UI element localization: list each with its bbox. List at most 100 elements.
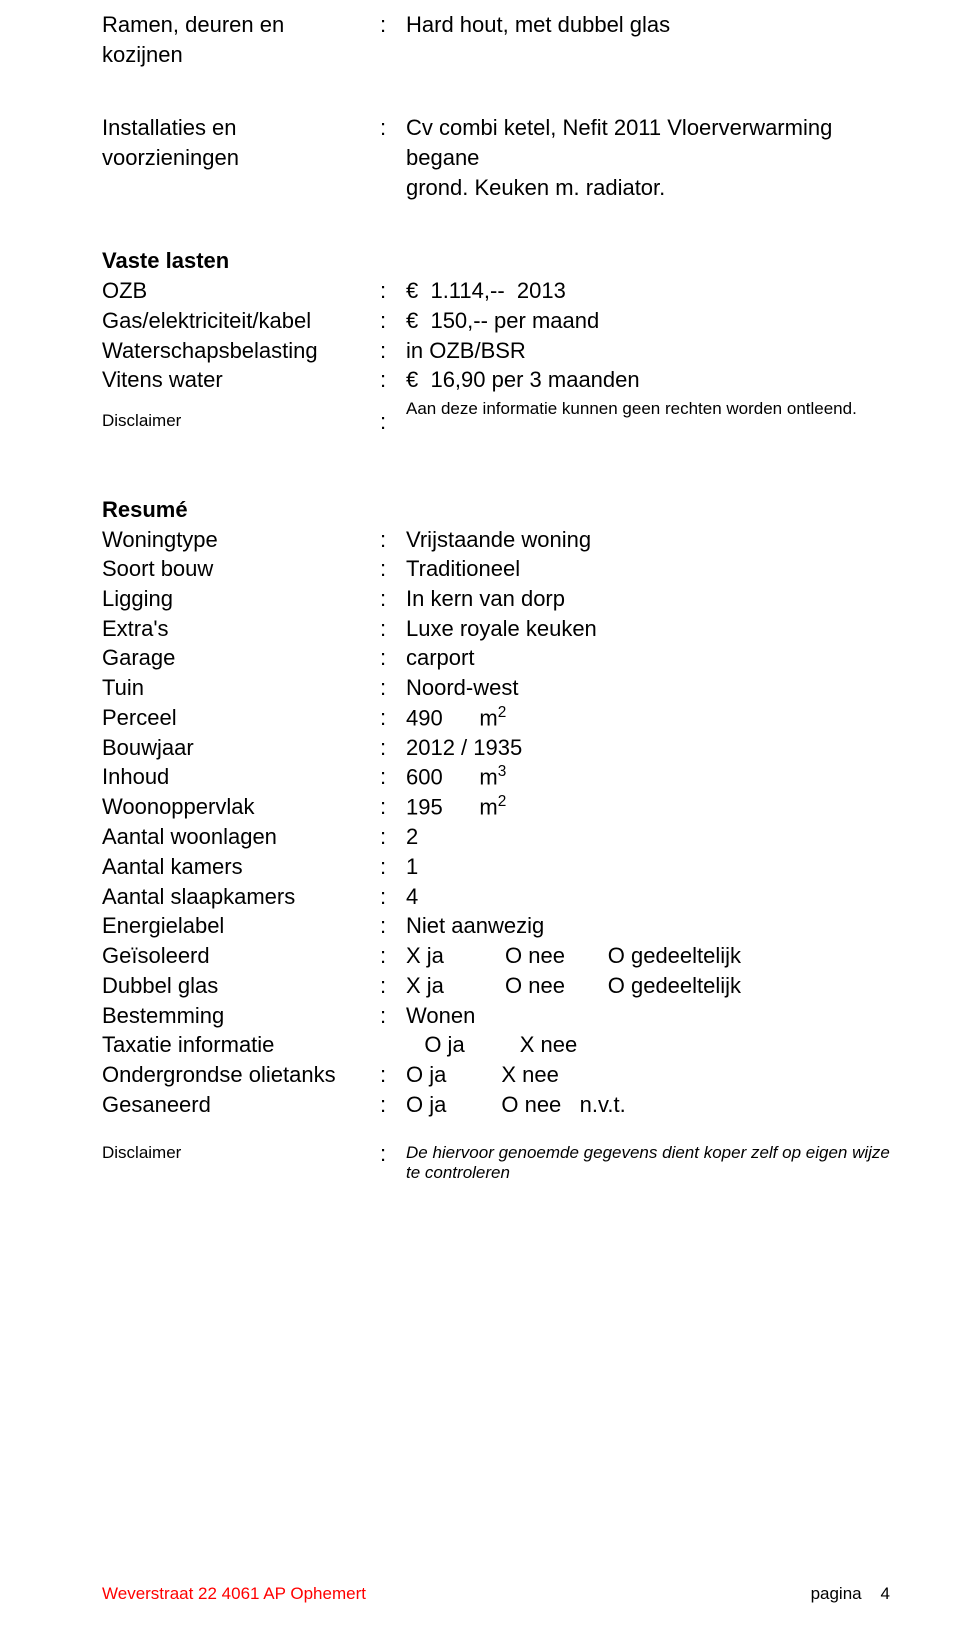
row-value: carport	[406, 643, 890, 673]
row-value: O ja O nee n.v.t.	[406, 1090, 890, 1120]
colon: :	[380, 584, 406, 614]
disclaimer-label: Disclaimer	[102, 409, 380, 435]
table-row: Soort bouw:Traditioneel	[102, 554, 890, 584]
table-row: Extra's:Luxe royale keuken	[102, 614, 890, 644]
value-installaties: Cv combi ketel, Nefit 2011 Vloerverwarmi…	[406, 113, 890, 202]
row-label: Vitens water	[102, 365, 380, 395]
page-footer: Weverstraat 22 4061 AP Ophemert pagina 4	[102, 1584, 890, 1604]
table-row: Perceel:490 m2	[102, 703, 890, 733]
row-value: 1	[406, 852, 890, 882]
row-label: Aantal kamers	[102, 852, 380, 882]
footer-pagenum: pagina 4	[811, 1584, 890, 1604]
table-row: Energielabel:Niet aanwezig	[102, 911, 890, 941]
table-row: Geïsoleerd:X ja O nee O gedeeltelijk	[102, 941, 890, 971]
colon: :	[380, 276, 406, 306]
row-label: Garage	[102, 643, 380, 673]
colon: :	[380, 762, 406, 792]
table-row: Inhoud:600 m3	[102, 762, 890, 792]
section-installaties: Installaties en voorzieningen : Cv combi…	[102, 113, 890, 202]
row-value: € 1.114,-- 2013	[406, 276, 890, 306]
row-label: Extra's	[102, 614, 380, 644]
row-value: X ja O nee O gedeeltelijk	[406, 941, 890, 971]
table-row: Gesaneerd:O ja O nee n.v.t.	[102, 1090, 890, 1120]
value-ramen: Hard hout, met dubbel glas	[406, 10, 890, 69]
disclaimer-value: Aan deze informatie kunnen geen rechten …	[406, 397, 890, 423]
table-row: Aantal slaapkamers:4	[102, 882, 890, 912]
colon: :	[380, 911, 406, 941]
row-value: 490 m2	[406, 703, 890, 733]
table-row: Woonoppervlak:195 m2	[102, 792, 890, 822]
colon: :	[380, 10, 406, 69]
colon: :	[380, 971, 406, 1001]
row-value: € 16,90 per 3 maanden	[406, 365, 890, 395]
colon: :	[380, 1090, 406, 1120]
row-value: in OZB/BSR	[406, 336, 890, 366]
row-label: Bestemming	[102, 1001, 380, 1031]
row-label: Bouwjaar	[102, 733, 380, 763]
colon: :	[380, 643, 406, 673]
row-label: Soort bouw	[102, 554, 380, 584]
table-row: Bestemming:Wonen	[102, 1001, 890, 1031]
colon: :	[380, 852, 406, 882]
table-row: Tuin:Noord-west	[102, 673, 890, 703]
colon: :	[380, 336, 406, 366]
colon: :	[380, 525, 406, 555]
row-value: 2	[406, 822, 890, 852]
row-label: Energielabel	[102, 911, 380, 941]
document-page: Ramen, deuren en kozijnen : Hard hout, m…	[0, 0, 960, 1642]
label-ramen: Ramen, deuren en kozijnen	[102, 10, 380, 69]
row-label: Tuin	[102, 673, 380, 703]
colon	[380, 1030, 406, 1060]
row-label: Gas/elektriciteit/kabel	[102, 306, 380, 336]
colon: :	[380, 554, 406, 584]
colon: :	[380, 365, 406, 395]
row-value: € 150,-- per maand	[406, 306, 890, 336]
colon: :	[380, 792, 406, 822]
row-value: Luxe royale keuken	[406, 614, 890, 644]
table-row: Waterschapsbelasting:in OZB/BSR	[102, 336, 890, 366]
colon: :	[380, 113, 406, 202]
colon: :	[380, 1060, 406, 1090]
row-value: 600 m3	[406, 762, 890, 792]
row-label: Aantal woonlagen	[102, 822, 380, 852]
row-label: Inhoud	[102, 762, 380, 792]
colon: :	[380, 1001, 406, 1031]
table-row: Taxatie informatie O ja X nee	[102, 1030, 890, 1060]
section-vaste-lasten: Vaste lasten OZB:€ 1.114,-- 2013Gas/elek…	[102, 246, 890, 434]
row-label: Perceel	[102, 703, 380, 733]
row-value: 2012 / 1935	[406, 733, 890, 763]
heading-resume: Resumé	[102, 495, 890, 525]
table-row: Gas/elektriciteit/kabel:€ 150,-- per maa…	[102, 306, 890, 336]
row-value: Wonen	[406, 1001, 890, 1031]
section-resume: Resumé Woningtype:Vrijstaande woningSoor…	[102, 495, 890, 1183]
row-label: Ligging	[102, 584, 380, 614]
colon: :	[380, 733, 406, 763]
row-label: Woonoppervlak	[102, 792, 380, 822]
row-label: Dubbel glas	[102, 971, 380, 1001]
colon: :	[380, 306, 406, 336]
table-row: Garage:carport	[102, 643, 890, 673]
row-label: Woningtype	[102, 525, 380, 555]
row-value: Traditioneel	[406, 554, 890, 584]
colon: :	[380, 614, 406, 644]
row-value: Vrijstaande woning	[406, 525, 890, 555]
row-value: In kern van dorp	[406, 584, 890, 614]
footer-address: Weverstraat 22 4061 AP Ophemert	[102, 1584, 366, 1604]
row-value: Niet aanwezig	[406, 911, 890, 941]
row-label: OZB	[102, 276, 380, 306]
row-value: O ja X nee	[406, 1030, 890, 1060]
heading-vaste-lasten: Vaste lasten	[102, 246, 890, 276]
colon: :	[380, 703, 406, 733]
row-value: O ja X nee	[406, 1060, 890, 1090]
table-row: Aantal kamers:1	[102, 852, 890, 882]
label-installaties: Installaties en voorzieningen	[102, 113, 380, 202]
table-row: OZB:€ 1.114,-- 2013	[102, 276, 890, 306]
row-label: Gesaneerd	[102, 1090, 380, 1120]
row-label: Geïsoleerd	[102, 941, 380, 971]
row-value: X ja O nee O gedeeltelijk	[406, 971, 890, 1001]
disclaimer-label: Disclaimer	[102, 1141, 380, 1183]
table-row: Woningtype:Vrijstaande woning	[102, 525, 890, 555]
row-value: Noord-west	[406, 673, 890, 703]
disclaimer-row: Disclaimer : Aan deze informatie kunnen …	[102, 409, 890, 435]
colon: :	[380, 409, 406, 435]
